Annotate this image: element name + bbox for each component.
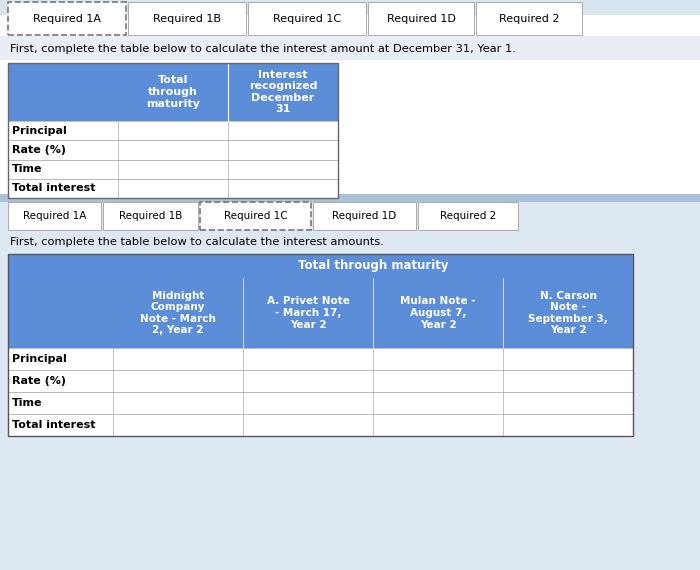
Bar — [8, 370, 633, 392]
Bar — [8, 63, 338, 121]
Text: Total through maturity: Total through maturity — [298, 259, 448, 272]
Bar — [103, 202, 198, 230]
Bar — [8, 121, 338, 140]
Text: Mulan Note -
August 7,
Year 2: Mulan Note - August 7, Year 2 — [400, 296, 476, 329]
Bar — [313, 202, 416, 230]
Text: Total
through
maturity: Total through maturity — [146, 75, 200, 109]
Bar — [476, 2, 582, 35]
Bar — [128, 2, 246, 35]
Text: Time: Time — [12, 398, 43, 408]
Bar — [8, 63, 338, 198]
Text: Required 1C: Required 1C — [273, 14, 341, 23]
Bar — [0, 36, 700, 60]
Text: Required 1B: Required 1B — [119, 211, 182, 221]
Text: Principal: Principal — [12, 354, 66, 364]
Bar — [248, 2, 366, 35]
Text: A. Privet Note
- March 17,
Year 2: A. Privet Note - March 17, Year 2 — [267, 296, 349, 329]
Bar — [0, 194, 700, 202]
Text: Rate (%): Rate (%) — [12, 376, 66, 386]
Bar — [8, 278, 633, 348]
Bar — [8, 202, 101, 230]
Bar — [8, 2, 126, 35]
Text: Rate (%): Rate (%) — [12, 145, 66, 155]
Bar — [8, 392, 633, 414]
Bar — [0, 230, 700, 252]
Bar — [8, 160, 338, 179]
Text: Time: Time — [12, 164, 43, 174]
Bar — [0, 202, 700, 570]
Text: Required 2: Required 2 — [440, 211, 496, 221]
Text: N. Carson
Note -
September 3,
Year 2: N. Carson Note - September 3, Year 2 — [528, 291, 608, 335]
Bar — [0, 202, 700, 570]
Text: First, complete the table below to calculate the interest amount at December 31,: First, complete the table below to calcu… — [10, 44, 516, 54]
Text: Required 1B: Required 1B — [153, 14, 221, 23]
Text: Midnight
Company
Note - March
2, Year 2: Midnight Company Note - March 2, Year 2 — [140, 291, 216, 335]
Text: Required 1A: Required 1A — [33, 14, 101, 23]
Text: Total interest: Total interest — [12, 184, 95, 193]
Text: Required 1D: Required 1D — [332, 211, 397, 221]
Text: Required 1D: Required 1D — [386, 14, 456, 23]
Text: Required 2: Required 2 — [498, 14, 559, 23]
Bar — [0, 0, 700, 298]
Bar — [8, 254, 633, 436]
Text: Principal: Principal — [12, 125, 66, 136]
Bar — [0, 0, 700, 15]
Text: Total interest: Total interest — [12, 420, 95, 430]
Text: Required 1A: Required 1A — [23, 211, 86, 221]
Text: Required 1C: Required 1C — [224, 211, 287, 221]
Bar — [8, 254, 633, 278]
Bar — [8, 348, 633, 370]
Bar — [8, 179, 338, 198]
Text: First, complete the table below to calculate the interest amounts.: First, complete the table below to calcu… — [10, 237, 384, 247]
Bar — [8, 414, 633, 436]
Bar — [200, 202, 311, 230]
Bar — [418, 202, 518, 230]
Bar — [368, 2, 474, 35]
Bar — [8, 140, 338, 160]
Text: Interest
recognized
December
31: Interest recognized December 31 — [248, 70, 317, 115]
